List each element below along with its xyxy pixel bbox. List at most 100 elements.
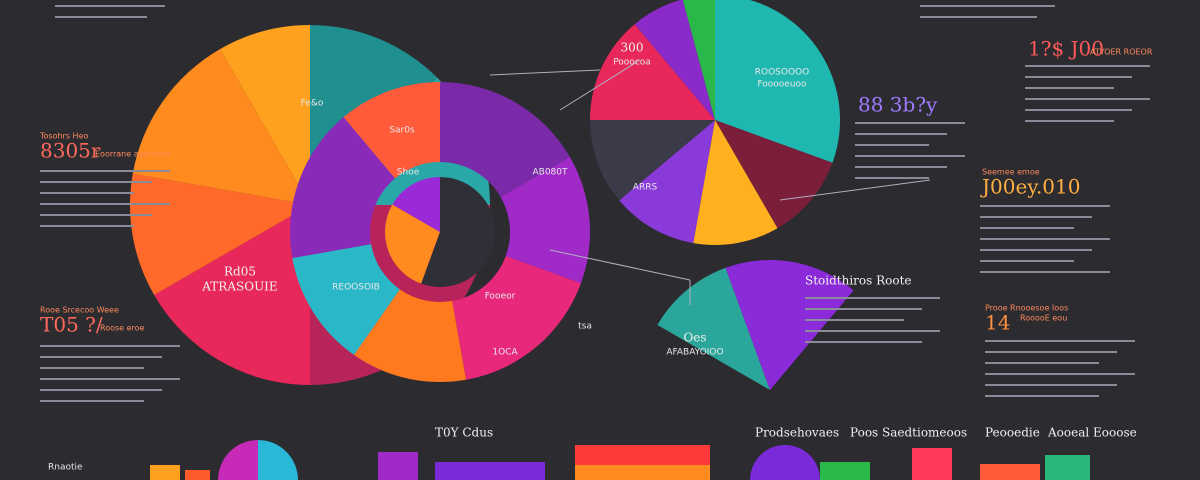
text-line bbox=[40, 214, 152, 216]
text-line bbox=[805, 341, 922, 343]
chart-label: Fe&o bbox=[301, 99, 324, 109]
block-subtitle: Seemee emoe bbox=[982, 168, 1040, 177]
text-line bbox=[855, 177, 929, 179]
chart-label: Pooocoa bbox=[613, 58, 651, 68]
mini-bar bbox=[980, 464, 1040, 480]
decorative-shapes bbox=[130, 0, 1090, 480]
text-line bbox=[920, 16, 1037, 18]
text-line bbox=[40, 345, 180, 347]
text-line bbox=[855, 133, 947, 135]
wedge bbox=[385, 204, 440, 284]
text-line bbox=[40, 203, 170, 205]
connector bbox=[549, 249, 691, 281]
wedge bbox=[421, 177, 495, 287]
text-line bbox=[985, 351, 1117, 353]
mini-bar bbox=[575, 465, 710, 480]
wedge bbox=[619, 120, 715, 244]
text-line bbox=[980, 238, 1110, 240]
text-line bbox=[985, 373, 1135, 375]
text-line bbox=[855, 144, 929, 146]
text-line bbox=[805, 319, 904, 321]
text-line bbox=[40, 181, 152, 183]
text-line bbox=[1025, 87, 1114, 89]
mini-bar bbox=[185, 470, 210, 480]
text-line bbox=[980, 227, 1074, 229]
wedge bbox=[452, 255, 581, 380]
bottom-label: Rnaotie bbox=[48, 463, 83, 473]
block-title: 14 bbox=[985, 311, 1010, 335]
bottom-label: Poos Saedtiomeoos bbox=[850, 426, 967, 440]
text-line bbox=[40, 389, 162, 391]
wedge bbox=[725, 260, 854, 390]
chart-label: ARRS bbox=[633, 183, 658, 193]
wedge bbox=[392, 176, 440, 232]
chart-label: Fooooeuoo bbox=[757, 80, 807, 90]
text-line bbox=[805, 297, 940, 299]
wedge bbox=[130, 173, 310, 295]
mini-bar bbox=[435, 462, 545, 480]
wedge bbox=[715, 120, 833, 229]
block-title: 8305r bbox=[40, 139, 101, 163]
chart-label: Sar0s bbox=[389, 126, 415, 136]
mini-bar bbox=[150, 465, 180, 480]
text-line bbox=[1025, 120, 1114, 122]
text-line bbox=[855, 166, 947, 168]
chart-label: ATRASOUIE bbox=[201, 280, 277, 294]
wedge bbox=[154, 205, 310, 385]
connector bbox=[559, 59, 641, 111]
text-line bbox=[40, 170, 170, 172]
text-line bbox=[805, 330, 940, 332]
mini-bar bbox=[912, 448, 952, 480]
text-line bbox=[985, 395, 1099, 397]
text-line bbox=[40, 367, 144, 369]
bottom-label: T0Y Cdus bbox=[435, 426, 493, 440]
text-line bbox=[985, 362, 1099, 364]
block-subtitle: Prooe Rnooesoe Ioos bbox=[985, 304, 1068, 313]
bottom-label: Peooedie bbox=[985, 426, 1040, 440]
wedge bbox=[590, 24, 715, 120]
block-caption: ATYOER ROEOR bbox=[1090, 48, 1153, 57]
block-caption: Eoorrane aeensroe bbox=[95, 150, 171, 159]
text-line bbox=[55, 16, 147, 18]
text-lines bbox=[40, 5, 1150, 402]
wedge bbox=[590, 120, 715, 201]
text-line bbox=[985, 384, 1117, 386]
block-caption: Roose eroe bbox=[100, 324, 145, 333]
text-line bbox=[980, 271, 1110, 273]
text-line bbox=[40, 400, 144, 402]
wedge bbox=[258, 440, 298, 480]
text-line bbox=[855, 122, 965, 124]
chart-label: Rd05 bbox=[224, 265, 256, 279]
text-line bbox=[40, 378, 180, 380]
text-line bbox=[40, 225, 134, 227]
wedge bbox=[500, 157, 591, 284]
wedge bbox=[750, 445, 820, 480]
chart-label: Shoe bbox=[397, 168, 420, 178]
block-title: T05 ?/ bbox=[40, 313, 103, 337]
text-line bbox=[980, 249, 1092, 251]
mini-bar bbox=[820, 462, 870, 480]
chart-label: REOOSOIB bbox=[332, 283, 380, 293]
legend-title: Stoidthiros Roote bbox=[805, 274, 912, 288]
text-line bbox=[985, 340, 1135, 342]
wedge bbox=[353, 289, 467, 382]
text-line bbox=[1025, 65, 1150, 67]
text-line bbox=[980, 216, 1092, 218]
wedge bbox=[634, 0, 715, 120]
text-line bbox=[1025, 109, 1132, 111]
mini-bar bbox=[1045, 455, 1090, 480]
text-line bbox=[920, 5, 1055, 7]
text-line bbox=[980, 205, 1110, 207]
block-title: 88 3b?y bbox=[858, 93, 938, 117]
text-line bbox=[980, 260, 1074, 262]
connector bbox=[779, 179, 931, 201]
text-line bbox=[40, 356, 162, 358]
text-line bbox=[805, 308, 922, 310]
wedge bbox=[220, 25, 310, 205]
chart-label: ROOSOOOO bbox=[755, 68, 809, 78]
chart-label: AFABAYOIOO bbox=[666, 348, 723, 358]
wedge bbox=[218, 440, 258, 480]
connector bbox=[489, 69, 601, 76]
chart-label: Oes bbox=[683, 331, 706, 345]
